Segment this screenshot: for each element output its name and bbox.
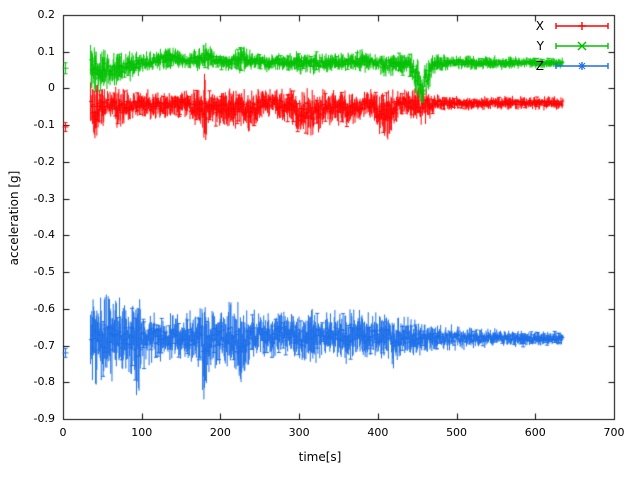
x-tick-label: 600 — [524, 426, 546, 439]
legend-label-z: Z — [535, 59, 544, 73]
y-axis-label: acceleration [g] — [7, 170, 21, 266]
y-tick-label: -0.3 — [33, 191, 55, 205]
y-tick-label: -0.5 — [33, 265, 55, 279]
y-tick-label: -0.1 — [33, 118, 55, 132]
legend-item-x: X — [536, 16, 610, 36]
y-tick-label: -0.8 — [33, 375, 55, 389]
legend-item-z: Z — [536, 56, 610, 76]
legend-sample-x-icon — [555, 22, 609, 30]
x-tick-label: 400 — [367, 426, 389, 439]
legend-sample-y-icon — [555, 41, 609, 51]
x-axis-label: time[s] — [298, 450, 342, 464]
x-tick-label: 0 — [59, 426, 67, 439]
y-tick-label: -0.4 — [33, 228, 55, 242]
y-tick-label: 0.2 — [37, 8, 56, 21]
y-tick-label: -0.9 — [33, 412, 55, 425]
legend-label-x: X — [535, 19, 544, 33]
x-tick-label: 200 — [209, 426, 231, 439]
x-tick-label: 300 — [288, 426, 310, 439]
x-tick-label: 100 — [131, 426, 153, 439]
y-tick-label: 0 — [48, 81, 55, 95]
legend-sample-z-icon — [555, 62, 609, 70]
x-tick-label: 700 — [603, 426, 625, 439]
legend-item-y: Y — [536, 36, 610, 56]
y-tick-label: -0.2 — [33, 154, 55, 168]
legend: X Y Z — [536, 16, 610, 76]
y-tick-label: 0.1 — [37, 44, 56, 58]
y-tick-label: -0.7 — [33, 338, 55, 352]
legend-label-y: Y — [536, 39, 544, 53]
x-tick-label: 500 — [446, 426, 468, 439]
y-tick-label: -0.6 — [33, 301, 55, 315]
